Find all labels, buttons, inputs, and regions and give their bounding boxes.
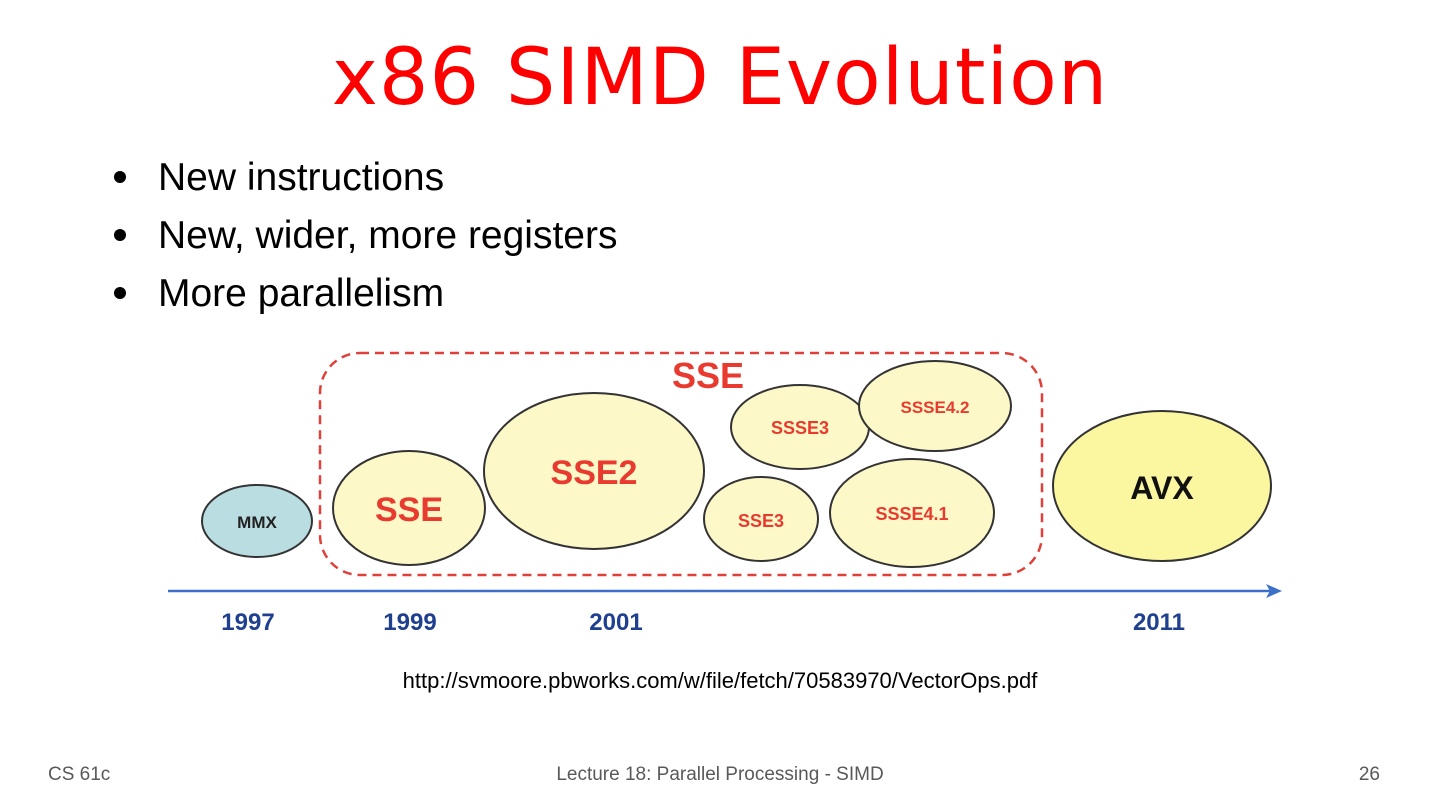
year-label: 2001 [589, 609, 642, 636]
bullet-text: New, wider, more registers [158, 214, 618, 257]
bullet-dot-icon [114, 171, 126, 183]
year-label: 1999 [383, 609, 436, 636]
simd-evolution-diagram: SSE MMX SSE SSE2 SSE3 SSSE3 SSSE4.1 SSSE… [168, 351, 1282, 636]
slide-title: x86 SIMD Evolution [331, 33, 1109, 123]
extension-label: AVX [1130, 470, 1194, 506]
extension-label: SSE [375, 491, 443, 529]
extension-sse: SSE [332, 450, 486, 566]
bullet-list: New instructions New, wider, more regist… [112, 152, 618, 326]
extension-label: SSSE4.1 [875, 504, 948, 524]
timeline-arrow-icon [1266, 584, 1282, 598]
extension-label: SSE3 [738, 511, 784, 531]
year-label: 1997 [221, 609, 274, 636]
extension-label: SSE2 [551, 454, 638, 492]
footer-course: CS 61c [48, 764, 111, 785]
sse-group-label: SSE [672, 355, 744, 396]
extension-mmx: MMX [201, 484, 313, 558]
extension-sse2: SSE2 [483, 392, 705, 550]
year-label: 2011 [1133, 609, 1185, 636]
extension-label: SSSE4.2 [901, 398, 970, 417]
footer-page-number: 26 [1358, 764, 1380, 785]
bullet-dot-icon [114, 287, 126, 299]
extension-label: SSSE3 [771, 418, 829, 438]
extension-avx: AVX [1052, 410, 1272, 562]
extension-sse3: SSE3 [703, 476, 819, 562]
bullet-text: More parallelism [158, 272, 445, 315]
bullet-item: New instructions [112, 152, 618, 210]
extension-ssse3: SSSE3 [730, 384, 870, 470]
sse-group-box [318, 351, 1044, 577]
bullet-text: New instructions [158, 156, 445, 199]
extension-ssse4-1: SSSE4.1 [829, 458, 995, 568]
bullet-dot-icon [114, 229, 126, 241]
footer-lecture-title: Lecture 18: Parallel Processing - SIMD [556, 764, 884, 785]
source-link[interactable]: http://svmoore.pbworks.com/w/file/fetch/… [402, 668, 1038, 693]
extension-label: MMX [237, 513, 277, 532]
extension-ssse4-2: SSSE4.2 [858, 360, 1012, 452]
bullet-item: More parallelism [112, 268, 618, 326]
bullet-item: New, wider, more registers [112, 210, 618, 268]
